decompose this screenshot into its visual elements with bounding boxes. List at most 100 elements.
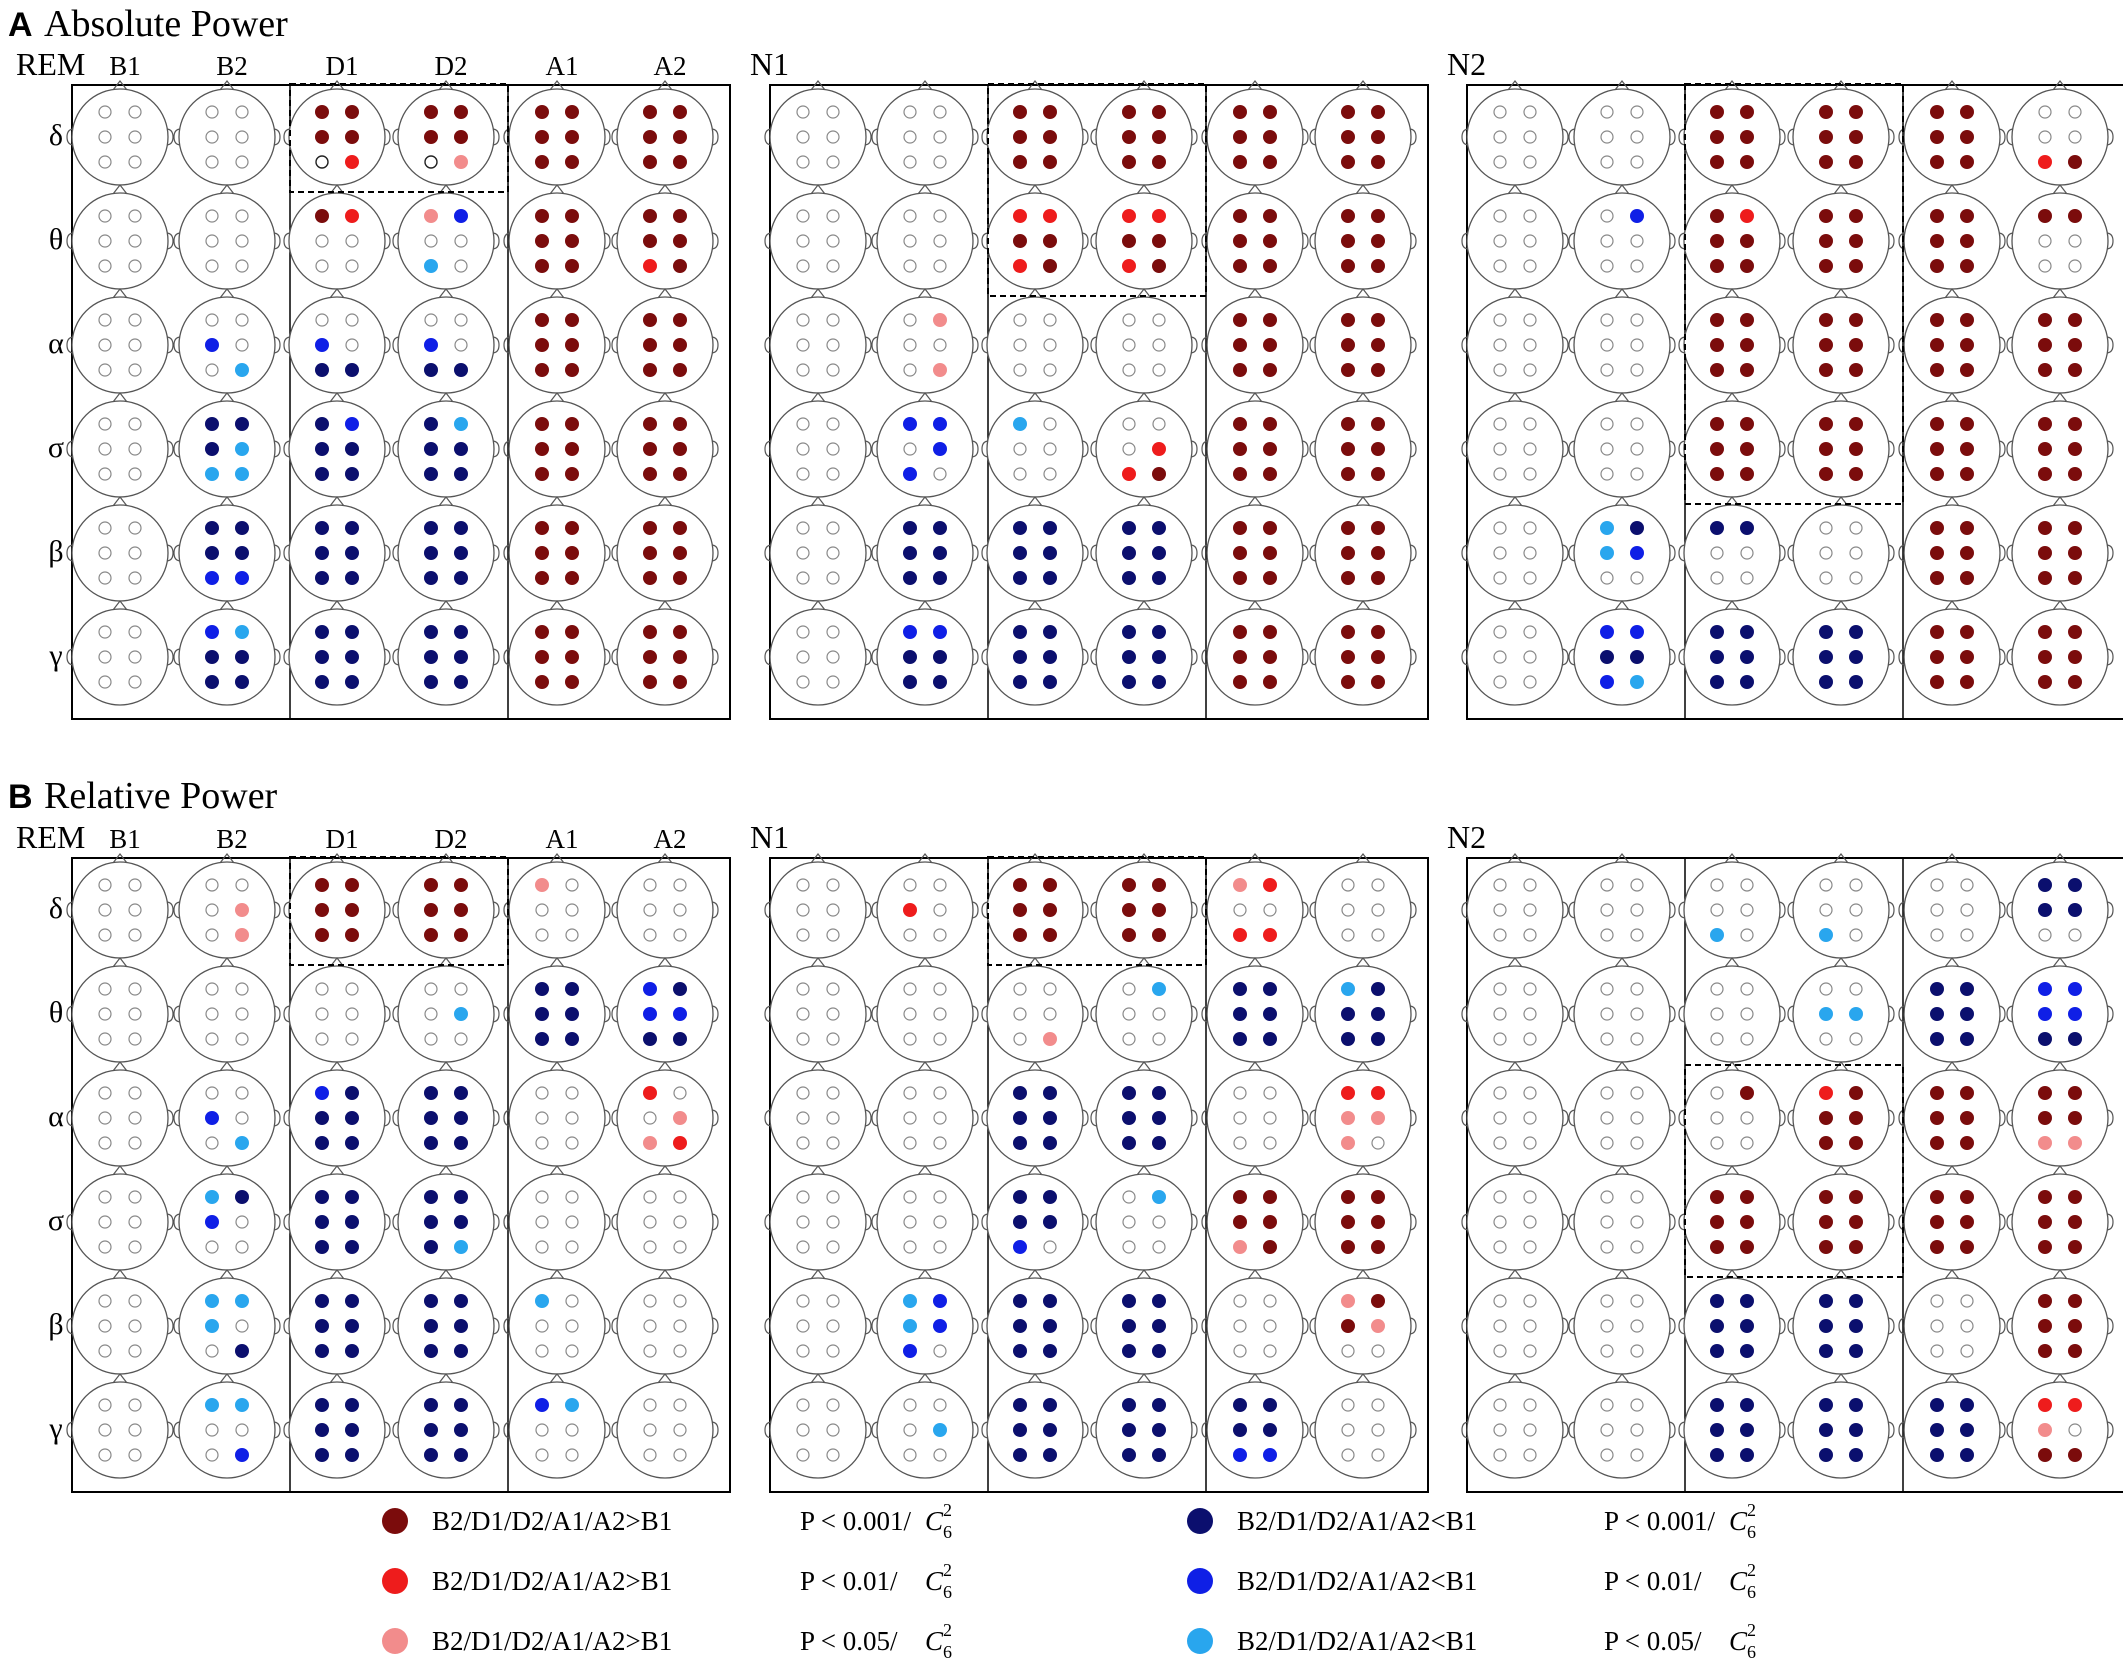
electrode (235, 1344, 249, 1358)
nose (1724, 184, 1740, 195)
electrode (454, 982, 468, 996)
electrode (643, 234, 657, 248)
nose (438, 496, 454, 507)
nose (1833, 392, 1849, 403)
electrode (128, 1086, 142, 1100)
head-outline (769, 192, 867, 290)
ear (165, 1421, 174, 1439)
electrode (565, 1215, 579, 1229)
scalp-map (1201, 853, 1309, 959)
head-outline (1466, 504, 1564, 602)
head-outline (1573, 965, 1671, 1063)
ear (863, 440, 872, 458)
head-outline (1466, 608, 1564, 706)
electrode (1630, 903, 1644, 917)
electrode (1849, 1319, 1863, 1333)
electrode (1930, 625, 1944, 639)
scalp-map (1309, 392, 1417, 498)
legend-text: B2/D1/D2/A1/A2<B1 (1237, 1626, 1477, 1656)
ear (863, 232, 872, 250)
ear (382, 1109, 391, 1127)
head-outline (288, 504, 386, 602)
nose (1027, 1373, 1043, 1384)
electrode (205, 130, 219, 144)
legend-subscript: 6 (943, 1642, 952, 1662)
scalp-map (283, 1165, 391, 1271)
electrode (1710, 571, 1724, 585)
electrode (796, 625, 810, 639)
electrode (1013, 338, 1027, 352)
scalp-map (392, 392, 500, 498)
electrode (933, 1190, 947, 1204)
head-outline (2011, 1069, 2109, 1167)
scalp-map (66, 600, 174, 706)
electrode (205, 521, 219, 535)
electrode (903, 571, 917, 585)
electrode (643, 442, 657, 456)
electrode (903, 130, 917, 144)
head-outline (986, 861, 1084, 959)
electrode (2068, 903, 2082, 917)
scalp-map (611, 496, 719, 602)
ear (1461, 901, 1470, 919)
electrode (565, 675, 579, 689)
electrode (1341, 442, 1355, 456)
ear (863, 544, 872, 562)
electrode (1523, 467, 1537, 481)
scalp-map (611, 1269, 719, 1375)
head-outline (1903, 965, 2001, 1063)
head-outline (1683, 1381, 1781, 1479)
electrode (1849, 1294, 1863, 1308)
electrode (1263, 313, 1277, 327)
scalp-map (1201, 80, 1309, 186)
electrode (1740, 417, 1754, 431)
electrode (1122, 571, 1136, 585)
electrode (1233, 234, 1247, 248)
electrode (1630, 1294, 1644, 1308)
electrode (1263, 1398, 1277, 1412)
electrode (1013, 878, 1027, 892)
electrode (1263, 982, 1277, 996)
electrode (1930, 521, 1944, 535)
legend-combination-symbol: C (1729, 1626, 1748, 1656)
electrode (796, 234, 810, 248)
legend-p-value: P < 0.001/ (1604, 1506, 1715, 1536)
ear (491, 901, 500, 919)
ear (1201, 1005, 1210, 1023)
electrode (643, 1086, 657, 1100)
ear (1560, 1317, 1569, 1335)
ear (1678, 1005, 1687, 1023)
electrode (128, 1344, 142, 1358)
ear (981, 232, 990, 250)
ear (1678, 648, 1687, 666)
head-outline (1792, 861, 1890, 959)
head-outline (397, 965, 495, 1063)
electrode (1152, 1032, 1166, 1046)
electrode (1122, 1007, 1136, 1021)
head-outline (1573, 1277, 1671, 1375)
electrode (1152, 1240, 1166, 1254)
ear (1898, 901, 1907, 919)
legend-swatch (1187, 1568, 1213, 1594)
nose (2052, 184, 2068, 195)
head-outline (1206, 88, 1304, 186)
electrode (535, 878, 549, 892)
scalp-map (283, 1061, 391, 1167)
scalp-map (871, 184, 979, 290)
electrode (1523, 1319, 1537, 1333)
electrode (1600, 130, 1614, 144)
head-outline (2011, 400, 2109, 498)
ear (1568, 336, 1577, 354)
ear (1568, 1213, 1577, 1231)
head-outline (616, 608, 714, 706)
ear (1898, 1421, 1907, 1439)
ear (2105, 1213, 2114, 1231)
electrode (1233, 313, 1247, 327)
electrode (345, 521, 359, 535)
electrode (1960, 209, 1974, 223)
electrode (673, 338, 687, 352)
electrode (235, 928, 249, 942)
ear (1090, 232, 1099, 250)
ear (392, 1005, 401, 1023)
legend-subscript: 6 (1747, 1582, 1756, 1602)
